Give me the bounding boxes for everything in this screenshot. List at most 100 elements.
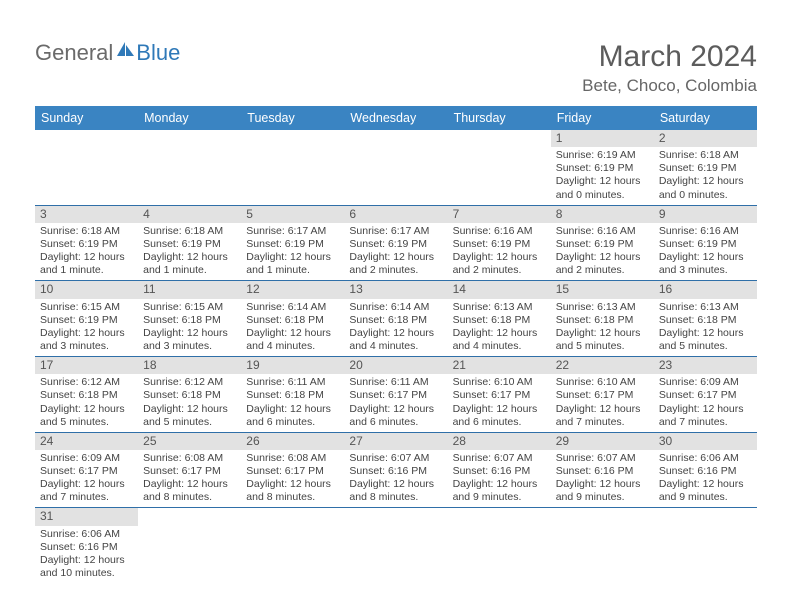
daylight-text: Daylight: 12 hours and 2 minutes. <box>453 251 546 277</box>
calendar-cell: 23Sunrise: 6:09 AMSunset: 6:17 PMDayligh… <box>654 357 757 433</box>
calendar-cell: 31 Sunrise: 6:06 AMSunset: 6:16 PMDayligh… <box>35 508 138 583</box>
sunset-text: Sunset: 6:18 PM <box>143 314 236 327</box>
day-number: 4 <box>138 206 241 223</box>
calendar-cell: 3Sunrise: 6:18 AMSunset: 6:19 PMDaylight… <box>35 205 138 281</box>
sunset-text: Sunset: 6:18 PM <box>453 314 546 327</box>
day-number <box>138 508 241 525</box>
sunset-text: Sunset: 6:16 PM <box>556 465 649 478</box>
day-number: 22 <box>551 357 654 374</box>
day-number: 25 <box>138 433 241 450</box>
daylight-text: Daylight: 12 hours and 6 minutes. <box>453 403 546 429</box>
day-info: Sunrise: 6:09 AMSunset: 6:17 PMDaylight:… <box>35 450 138 508</box>
sunrise-text: Sunrise: 6:17 AM <box>246 225 339 238</box>
day-number: 5 <box>241 206 344 223</box>
day-info: Sunrise: 6:15 AMSunset: 6:19 PMDaylight:… <box>35 299 138 357</box>
sunrise-text: Sunrise: 6:06 AM <box>40 528 133 541</box>
sunrise-text: Sunrise: 6:11 AM <box>246 376 339 389</box>
calendar-cell: 9Sunrise: 6:16 AMSunset: 6:19 PMDaylight… <box>654 205 757 281</box>
day-info: Sunrise: 6:15 AMSunset: 6:18 PMDaylight:… <box>138 299 241 357</box>
daylight-text: Daylight: 12 hours and 2 minutes. <box>349 251 442 277</box>
daylight-text: Daylight: 12 hours and 1 minute. <box>246 251 339 277</box>
calendar-cell: 19Sunrise: 6:11 AMSunset: 6:18 PMDayligh… <box>241 357 344 433</box>
day-info: Sunrise: 6:17 AMSunset: 6:19 PMDaylight:… <box>344 223 447 281</box>
calendar-cell: 30Sunrise: 6:06 AMSunset: 6:16 PMDayligh… <box>654 432 757 508</box>
day-number: 30 <box>654 433 757 450</box>
calendar-cell: 20Sunrise: 6:11 AMSunset: 6:17 PMDayligh… <box>344 357 447 433</box>
title-block: March 2024 Bete, Choco, Colombia <box>582 40 757 96</box>
day-info: Sunrise: 6:12 AMSunset: 6:18 PMDaylight:… <box>35 374 138 432</box>
day-info: Sunrise: 6:16 AMSunset: 6:19 PMDaylight:… <box>654 223 757 281</box>
sunrise-text: Sunrise: 6:11 AM <box>349 376 442 389</box>
calendar-cell: 4Sunrise: 6:18 AMSunset: 6:19 PMDaylight… <box>138 205 241 281</box>
daylight-text: Daylight: 12 hours and 7 minutes. <box>40 478 133 504</box>
sunrise-text: Sunrise: 6:14 AM <box>246 301 339 314</box>
day-info: Sunrise: 6:13 AMSunset: 6:18 PMDaylight:… <box>551 299 654 357</box>
day-info: Sunrise: 6:07 AMSunset: 6:16 PMDaylight:… <box>344 450 447 508</box>
day-number: 28 <box>448 433 551 450</box>
day-number: 6 <box>344 206 447 223</box>
calendar-cell <box>138 508 241 583</box>
calendar-cell: 11Sunrise: 6:15 AMSunset: 6:18 PMDayligh… <box>138 281 241 357</box>
calendar-cell: 6Sunrise: 6:17 AMSunset: 6:19 PMDaylight… <box>344 205 447 281</box>
day-number: 10 <box>35 281 138 298</box>
daylight-text: Daylight: 12 hours and 3 minutes. <box>143 327 236 353</box>
calendar-body: 1Sunrise: 6:19 AMSunset: 6:19 PMDaylight… <box>35 130 757 583</box>
calendar-week: 17Sunrise: 6:12 AMSunset: 6:18 PMDayligh… <box>35 357 757 433</box>
daylight-text: Daylight: 12 hours and 9 minutes. <box>556 478 649 504</box>
sunset-text: Sunset: 6:17 PM <box>40 465 133 478</box>
calendar-cell: 29Sunrise: 6:07 AMSunset: 6:16 PMDayligh… <box>551 432 654 508</box>
sunset-text: Sunset: 6:19 PM <box>40 314 133 327</box>
day-number: 7 <box>448 206 551 223</box>
day-number <box>344 508 447 525</box>
sunrise-text: Sunrise: 6:14 AM <box>349 301 442 314</box>
day-info: Sunrise: 6:18 AMSunset: 6:19 PMDaylight:… <box>35 223 138 281</box>
day-number: 31 <box>35 508 138 525</box>
day-info: Sunrise: 6:16 AMSunset: 6:19 PMDaylight:… <box>448 223 551 281</box>
day-info: Sunrise: 6:13 AMSunset: 6:18 PMDaylight:… <box>654 299 757 357</box>
day-info: Sunrise: 6:10 AMSunset: 6:17 PMDaylight:… <box>551 374 654 432</box>
day-number: 20 <box>344 357 447 374</box>
daylight-text: Daylight: 12 hours and 7 minutes. <box>659 403 752 429</box>
daylight-text: Daylight: 12 hours and 4 minutes. <box>453 327 546 353</box>
day-number: 17 <box>35 357 138 374</box>
daylight-text: Daylight: 12 hours and 1 minute. <box>143 251 236 277</box>
sunrise-text: Sunrise: 6:13 AM <box>453 301 546 314</box>
calendar-week: 3Sunrise: 6:18 AMSunset: 6:19 PMDaylight… <box>35 205 757 281</box>
sunset-text: Sunset: 6:16 PM <box>40 541 133 554</box>
calendar-cell: 22Sunrise: 6:10 AMSunset: 6:17 PMDayligh… <box>551 357 654 433</box>
day-number: 29 <box>551 433 654 450</box>
sunrise-text: Sunrise: 6:08 AM <box>246 452 339 465</box>
day-number: 24 <box>35 433 138 450</box>
calendar-cell: 21Sunrise: 6:10 AMSunset: 6:17 PMDayligh… <box>448 357 551 433</box>
daylight-text: Daylight: 12 hours and 5 minutes. <box>659 327 752 353</box>
day-number: 27 <box>344 433 447 450</box>
day-info: Sunrise: 6:14 AMSunset: 6:18 PMDaylight:… <box>241 299 344 357</box>
day-number <box>35 130 138 147</box>
calendar-cell: 16Sunrise: 6:13 AMSunset: 6:18 PMDayligh… <box>654 281 757 357</box>
sunrise-text: Sunrise: 6:09 AM <box>659 376 752 389</box>
day-number: 18 <box>138 357 241 374</box>
col-tuesday: Tuesday <box>241 106 344 130</box>
calendar-cell: 7Sunrise: 6:16 AMSunset: 6:19 PMDaylight… <box>448 205 551 281</box>
daylight-text: Daylight: 12 hours and 0 minutes. <box>659 175 752 201</box>
daylight-text: Daylight: 12 hours and 4 minutes. <box>246 327 339 353</box>
daylight-text: Daylight: 12 hours and 10 minutes. <box>40 554 133 580</box>
day-info: Sunrise: 6:13 AMSunset: 6:18 PMDaylight:… <box>448 299 551 357</box>
logo-text-1: General <box>35 40 113 66</box>
calendar-cell: 17Sunrise: 6:12 AMSunset: 6:18 PMDayligh… <box>35 357 138 433</box>
day-number <box>654 508 757 525</box>
day-number: 16 <box>654 281 757 298</box>
sunset-text: Sunset: 6:17 PM <box>349 389 442 402</box>
calendar-cell <box>448 130 551 205</box>
day-number: 8 <box>551 206 654 223</box>
sunset-text: Sunset: 6:18 PM <box>246 389 339 402</box>
sunrise-text: Sunrise: 6:10 AM <box>453 376 546 389</box>
sunrise-text: Sunrise: 6:13 AM <box>556 301 649 314</box>
calendar-table: Sunday Monday Tuesday Wednesday Thursday… <box>35 106 757 583</box>
calendar-cell <box>344 508 447 583</box>
day-info: Sunrise: 6:10 AMSunset: 6:17 PMDaylight:… <box>448 374 551 432</box>
sunset-text: Sunset: 6:18 PM <box>246 314 339 327</box>
calendar-cell: 18Sunrise: 6:12 AMSunset: 6:18 PMDayligh… <box>138 357 241 433</box>
sunrise-text: Sunrise: 6:16 AM <box>659 225 752 238</box>
day-number: 9 <box>654 206 757 223</box>
